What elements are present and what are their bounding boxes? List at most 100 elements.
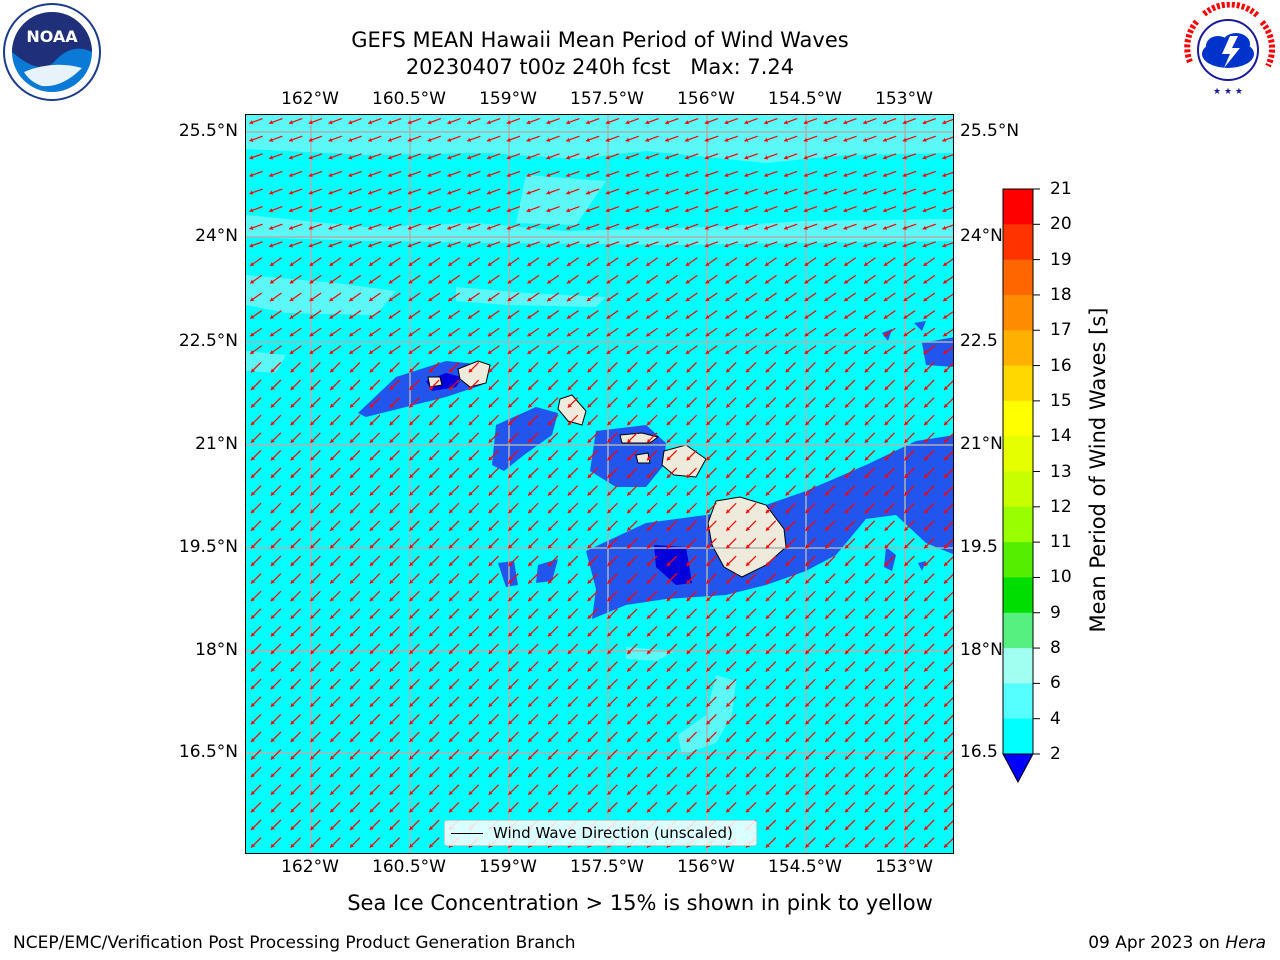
direction-arrow [329,784,341,796]
lat-tick-right-3: 22.5 [960,331,998,351]
direction-arrow [804,345,817,355]
direction-arrow [566,223,580,230]
direction-arrow [249,345,263,355]
direction-arrow [468,766,480,778]
direction-arrow [923,257,936,267]
nws-logo: ★ ★ ★ [1178,1,1278,98]
direction-arrow [428,678,440,690]
direction-arrow [785,362,796,373]
direction-arrow [942,328,953,337]
direction-arrow [409,379,420,391]
direction-arrow [626,749,638,760]
direction-arrow [884,714,895,725]
direction-arrow [428,626,440,637]
direction-arrow [686,661,697,672]
direction-arrow [923,819,935,831]
direction-arrow [666,485,678,496]
direction-arrow [785,555,796,567]
direction-arrow [824,802,836,813]
direction-arrow [805,837,816,848]
direction-arrow [765,696,777,708]
direction-arrow [744,292,758,302]
direction-arrow [547,661,559,672]
direction-arrow [467,292,480,302]
direction-arrow [805,362,816,373]
direction-arrow [289,257,302,267]
direction-arrow [943,503,953,514]
direction-arrow [369,784,381,796]
direction-arrow [387,188,402,195]
direction-arrow [566,241,580,248]
direction-arrow [884,485,895,496]
direction-arrow [882,170,897,178]
direction-arrow [448,538,460,549]
direction-arrow [587,432,598,444]
direction-arrow [923,538,935,549]
direction-arrow [507,257,520,267]
direction-arrow [805,414,816,426]
lat-tick-left-3: 22.5°N [178,331,238,351]
direction-arrow [706,573,717,584]
direction-arrow [824,555,836,567]
direction-arrow [269,345,282,355]
direction-arrow [547,520,559,532]
direction-arrow [765,731,777,743]
direction-arrow [863,345,876,355]
direction-arrow [567,802,579,813]
direction-arrow [764,327,777,337]
direction-arrow [607,362,618,373]
light-band-patch-3 [456,287,606,307]
direction-arrow [487,292,500,302]
direction-arrow [389,573,400,584]
direction-arrow [389,590,400,602]
direction-arrow [884,731,895,743]
direction-arrow [349,714,361,725]
direction-arrow [527,310,540,320]
direction-arrow [607,766,618,778]
direction-arrow [686,678,697,690]
direction-arrow [428,714,440,725]
direction-arrow [488,696,499,708]
direction-arrow [269,292,282,302]
direction-arrow [585,135,600,142]
direction-arrow [269,118,283,125]
direction-arrow [547,414,559,426]
direction-arrow [368,135,382,142]
direction-arrow [904,520,915,532]
direction-arrow [665,257,678,267]
direction-arrow [349,819,361,831]
direction-arrow [666,379,678,391]
direction-arrow [606,345,619,355]
direction-arrow [310,766,321,778]
direction-arrow [704,170,719,178]
direction-arrow [310,573,321,584]
direction-arrow [904,696,915,708]
direction-arrow [902,223,917,230]
direction-arrow [448,802,460,813]
direction-arrow [447,257,461,267]
direction-arrow [943,415,953,426]
direction-arrow [468,784,480,796]
direction-arrow [428,643,440,655]
direction-arrow [884,538,895,549]
direction-arrow [765,520,777,532]
direction-arrow [626,626,638,637]
direction-arrow [488,555,499,567]
direction-arrow [864,432,876,444]
direction-arrow [785,749,796,760]
direction-arrow [607,696,618,708]
lon-tick-top-1: 162°W [281,89,339,109]
direction-arrow [607,608,618,620]
direction-arrow [506,170,521,178]
direction-arrow [369,819,381,831]
direction-arrow [408,274,421,284]
direction-arrow [567,608,579,620]
direction-arrow [785,379,796,391]
direction-arrow [585,241,600,248]
colorbar-tick-label: 4 [1050,708,1061,729]
direction-arrow [427,223,441,230]
direction-arrow [684,206,699,213]
direction-arrow [428,555,440,567]
direction-arrow [369,362,381,373]
direction-arrow [310,362,321,373]
